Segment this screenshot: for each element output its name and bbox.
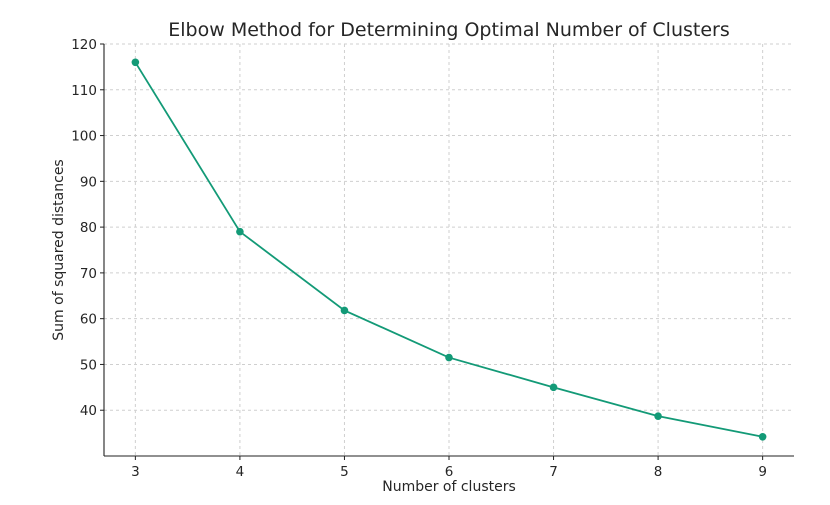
data-point: [445, 353, 453, 362]
y-tick-label: 90: [80, 174, 97, 190]
y-tick-label: 80: [80, 220, 97, 236]
data-point: [654, 412, 662, 420]
x-tick-label: 3: [131, 464, 140, 480]
grid: [104, 43, 794, 456]
x-tick-label: 4: [236, 464, 245, 480]
x-tick-label: 8: [654, 464, 663, 480]
y-tick-label: 50: [80, 357, 97, 373]
x-axis-label: Number of clusters: [382, 479, 516, 495]
x-tick-label: 6: [445, 464, 454, 480]
y-tick-label: 60: [80, 312, 97, 328]
y-tick-label: 100: [71, 129, 97, 145]
y-tick-label: 120: [71, 37, 97, 53]
data-point: [340, 306, 349, 315]
y-tick-label: 40: [80, 403, 97, 419]
y-tick-label: 110: [71, 83, 97, 99]
data-point: [549, 383, 558, 392]
data-point: [236, 227, 244, 236]
series: [131, 58, 767, 441]
chart-title: Elbow Method for Determining Optimal Num…: [168, 19, 729, 41]
y-axis-label: Sum of squared distances: [51, 159, 67, 340]
data-point: [758, 432, 767, 441]
x-tick-label: 5: [340, 464, 349, 480]
x-tick-label: 9: [758, 464, 767, 480]
data-point: [131, 58, 140, 67]
y-tick-label: 70: [80, 266, 97, 282]
axes: 3 4 5 6 7 8 9 40 50 60 70 80 90 100 110 120: [71, 37, 794, 480]
x-tick-label: 7: [549, 464, 558, 480]
